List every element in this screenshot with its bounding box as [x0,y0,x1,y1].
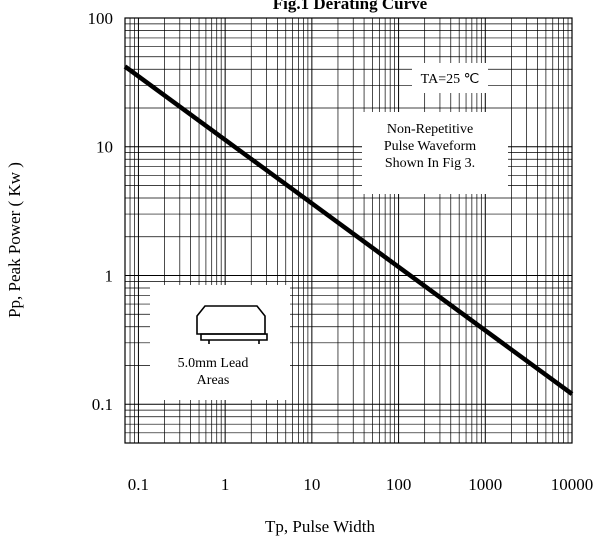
waveform-line-3: Shown In Fig 3. [385,156,475,171]
x-tick-label: 0.1 [128,475,149,494]
y-axis-label: Pp, Peak Power ( Kw ) [5,162,24,318]
condition-label: TA=25 ℃ [421,72,480,87]
x-tick-label: 10000 [551,475,594,494]
lead-label-line-1: 5.0mm Lead [178,356,249,371]
x-tick-label: 100 [386,475,412,494]
derating-line [123,64,574,396]
y-tick-labels: 0.1 1 10 100 [88,9,114,414]
chart-title: Fig.1 Derating Curve [273,0,428,13]
waveform-box [362,112,508,194]
lead-label-line-2: Areas [197,373,230,388]
y-tick-label: 1 [105,266,114,285]
waveform-line-2: Pulse Waveform [384,139,476,154]
x-tick-label: 10 [303,475,320,494]
x-tick-labels: 0.1 1 10 100 1000 10000 [128,475,593,494]
lead-area-box [150,285,290,400]
x-axis-label: Tp, Pulse Width [265,517,375,536]
y-tick-label: 0.1 [92,395,113,414]
series-layer [123,64,574,396]
x-tick-label: 1 [221,475,230,494]
y-tick-label: 100 [88,9,114,28]
plot-frame [124,17,573,444]
y-tick-label: 10 [96,138,113,157]
x-tick-label: 1000 [468,475,502,494]
smd-package-icon [196,305,268,344]
condition-box [412,63,488,93]
waveform-line-1: Non-Repetitive [387,122,473,137]
